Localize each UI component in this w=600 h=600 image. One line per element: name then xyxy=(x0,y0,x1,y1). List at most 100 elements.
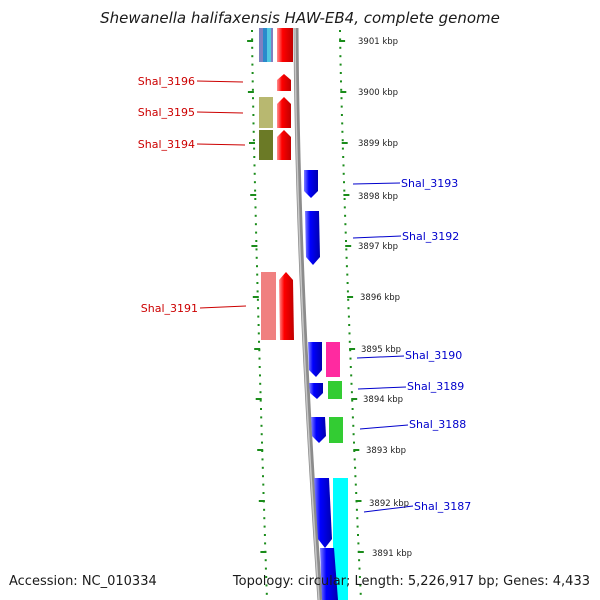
tick-mark xyxy=(356,525,359,528)
tick-mark xyxy=(349,357,352,360)
dna-backbone-highlight xyxy=(294,27,320,600)
tick-mark xyxy=(254,214,257,217)
tick-mark xyxy=(258,340,260,343)
tick-mark xyxy=(253,147,256,150)
tick-major xyxy=(341,142,348,144)
gene-shal-3189[interactable] xyxy=(309,383,323,399)
tick-mark xyxy=(342,156,345,158)
tick-major xyxy=(355,500,362,502)
scale-label: 3893 kbp xyxy=(366,446,406,456)
gene-shal-3192[interactable] xyxy=(305,211,320,265)
tick-mark xyxy=(339,72,342,74)
tick-mark xyxy=(252,105,255,108)
tick-mark xyxy=(343,198,346,200)
tick-mark xyxy=(339,63,342,66)
gene-shal-3190[interactable] xyxy=(308,342,322,377)
tick-mark xyxy=(251,46,254,49)
tick-mark xyxy=(355,508,358,511)
tick-mark xyxy=(256,265,258,268)
gene-shal-3186[interactable] xyxy=(320,548,338,600)
tick-mark xyxy=(260,416,263,419)
tick-mark xyxy=(340,97,343,100)
scale-label: 3894 kbp xyxy=(363,395,403,405)
tick-mark xyxy=(252,97,254,100)
tick-mark xyxy=(347,298,350,301)
reverse-genes xyxy=(304,170,348,600)
tick-mark xyxy=(254,223,257,226)
tick-mark xyxy=(264,567,267,570)
tick-mark xyxy=(251,80,254,83)
tick-mark xyxy=(251,30,253,32)
top-fragment xyxy=(259,28,293,62)
tick-mark xyxy=(342,172,345,175)
gene-label[interactable]: Shal_3191 xyxy=(141,302,198,315)
tick-mark xyxy=(346,273,349,276)
tick-mark xyxy=(265,576,268,578)
tick-mark xyxy=(359,584,362,587)
tick-mark xyxy=(255,256,258,259)
gene-shal-3191[interactable] xyxy=(279,272,294,340)
scale-label: 3900 kbp xyxy=(358,88,398,98)
dna-backbone xyxy=(293,27,323,600)
right-gene-labels: Shal_3193 Shal_3192 Shal_3190 Shal_3189 … xyxy=(401,177,471,513)
tick-mark xyxy=(257,324,260,326)
tick-major xyxy=(351,398,358,400)
gene-shal-3188[interactable] xyxy=(311,417,326,443)
tick-major xyxy=(343,194,350,196)
tick-mark xyxy=(349,349,352,352)
tick-mark xyxy=(259,391,262,394)
tick-mark xyxy=(350,382,353,385)
scale-label: 3892 kbp xyxy=(369,499,409,509)
tick-major xyxy=(349,348,356,350)
tick-tracks xyxy=(247,30,364,595)
gene-label[interactable]: Shal_3190 xyxy=(405,349,462,362)
gene-label[interactable]: Shal_3192 xyxy=(402,230,459,243)
tick-major xyxy=(247,91,254,93)
scale-label: 3896 kbp xyxy=(360,293,400,303)
gene-label[interactable]: Shal_3194 xyxy=(138,138,195,151)
gene-shal-3194[interactable] xyxy=(277,130,291,160)
gene-shal-3196[interactable] xyxy=(277,74,291,91)
gene-label[interactable]: Shal_3189 xyxy=(407,380,464,393)
gene-shal-3187[interactable] xyxy=(314,478,332,548)
tick-major xyxy=(250,194,257,196)
tick-mark xyxy=(256,290,259,293)
tick-mark xyxy=(256,273,259,276)
tick-mark xyxy=(352,433,355,436)
tick-mark xyxy=(353,441,355,444)
tick-mark xyxy=(344,231,347,234)
gene-label[interactable]: Shal_3193 xyxy=(401,177,458,190)
tick-mark xyxy=(254,189,257,192)
tick-mark xyxy=(257,332,260,335)
tick-mark xyxy=(350,374,353,377)
cog-shal-3189 xyxy=(328,381,342,399)
tick-mark xyxy=(357,534,359,536)
tick-mark xyxy=(358,559,361,562)
tick-mark xyxy=(340,80,342,83)
gene-label[interactable]: Shal_3188 xyxy=(409,418,466,431)
tick-mark xyxy=(345,248,348,251)
tick-mark xyxy=(261,441,263,444)
tick-major xyxy=(345,245,352,247)
tick-mark xyxy=(262,483,265,486)
tick-major xyxy=(357,551,364,553)
tick-mark xyxy=(258,366,261,368)
tick-mark xyxy=(265,592,268,595)
gene-label[interactable]: Shal_3187 xyxy=(414,500,471,513)
tick-mark xyxy=(354,483,357,486)
tick-major xyxy=(252,296,259,298)
gene-shal-3193[interactable] xyxy=(304,170,318,198)
tick-mark xyxy=(257,307,260,310)
tick-mark xyxy=(253,181,256,184)
tick-mark xyxy=(344,223,347,226)
gene-label[interactable]: Shal_3196 xyxy=(138,75,195,88)
scale-label: 3895 kbp xyxy=(361,345,401,355)
tick-mark xyxy=(259,374,261,377)
tick-mark xyxy=(264,559,267,562)
gene-shal-3195[interactable] xyxy=(277,97,291,128)
tick-mark xyxy=(256,282,259,284)
gene-label[interactable]: Shal_3195 xyxy=(138,106,195,119)
tick-mark xyxy=(253,172,256,175)
tick-mark xyxy=(352,424,355,427)
